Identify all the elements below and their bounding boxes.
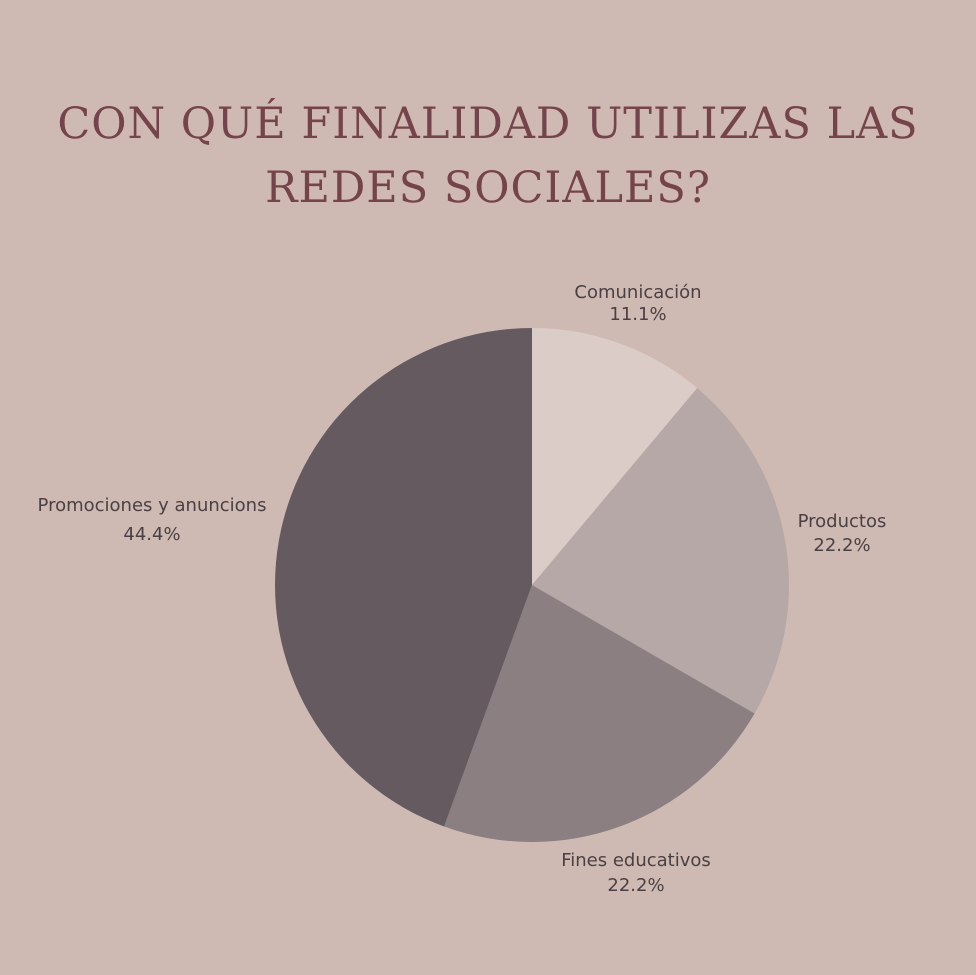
pie-slice-promociones-y-anuncions [275,328,532,827]
slice-value-label: 11.1% [609,304,666,325]
slice-label: Comunicación [574,282,701,303]
chart-title-line-1: CON QUÉ FINALIDAD UTILIZAS LAS [57,99,919,149]
chart-title: CON QUÉ FINALIDAD UTILIZAS LAS REDES SOC… [0,92,976,220]
chart-title-line-2: REDES SOCIALES? [265,163,711,213]
slice-value-label: 22.2% [607,875,664,896]
slice-label: Productos [798,511,887,532]
pie-slice-productos [532,388,790,714]
pie-slice-fines-educativos [444,585,755,843]
pie-slice-comunicaci-n [532,328,698,585]
slice-label: Fines educativos [561,850,711,871]
pie-slices [275,328,790,843]
slice-label: Promociones y anuncions [38,495,267,516]
slice-value-label: 44.4% [123,524,180,545]
slice-value-label: 22.2% [813,535,870,556]
